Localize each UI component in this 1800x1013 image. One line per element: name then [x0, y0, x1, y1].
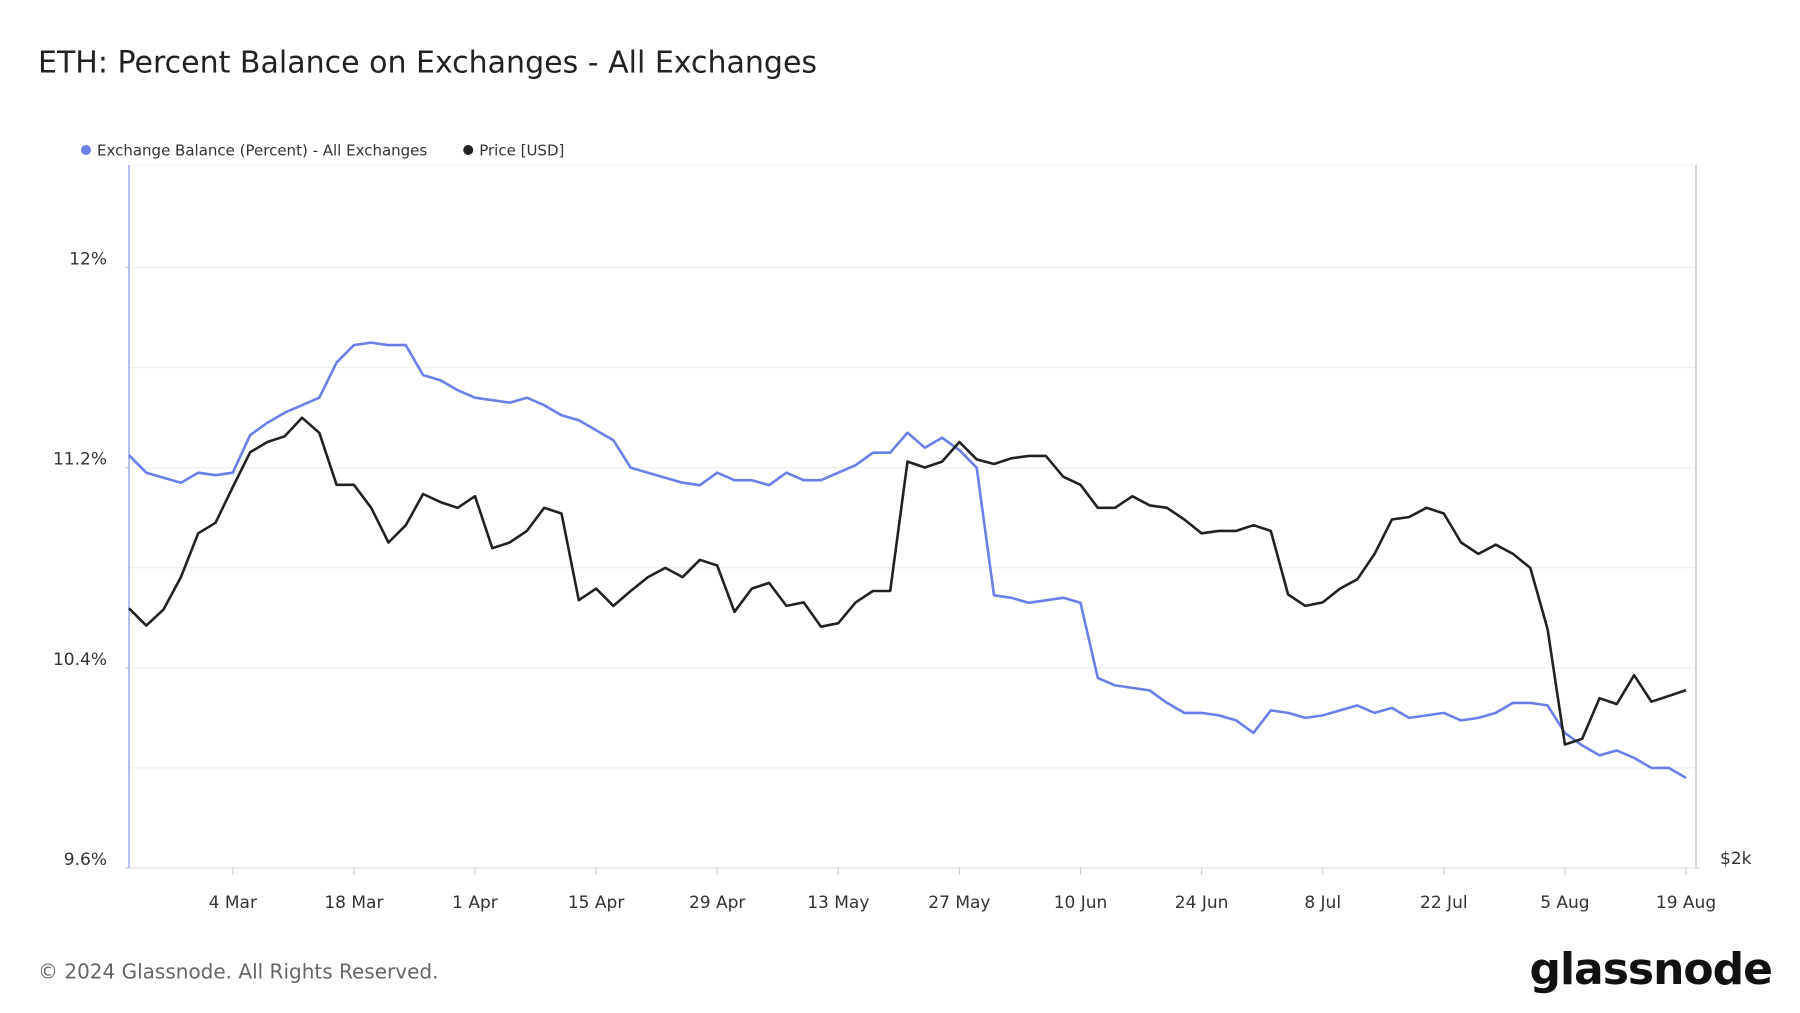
x-tick-label: 8 Jul [1304, 893, 1341, 913]
y2-tick-label: $2k [1720, 849, 1752, 869]
x-tick-label: 19 Aug [1656, 893, 1716, 913]
x-tick-label: 5 Aug [1540, 893, 1589, 913]
x-tick-label: 13 May [807, 893, 869, 913]
x-tick-label: 15 Apr [568, 893, 624, 913]
x-tick-label: 1 Apr [452, 893, 498, 913]
x-tick-label: 18 Mar [324, 893, 383, 913]
x-tick-label: 27 May [928, 893, 990, 913]
x-tick-label: 22 Jul [1420, 893, 1468, 913]
x-tick-label: 29 Apr [689, 893, 745, 913]
legend-marker [81, 145, 91, 155]
x-tick-label: 4 Mar [209, 893, 257, 913]
legend-marker [463, 145, 474, 155]
brand-logo: glassnode [1529, 944, 1772, 995]
y-tick-label: 12% [69, 250, 107, 270]
copyright: © 2024 Glassnode. All Rights Reserved. [38, 960, 438, 984]
y-tick-label: 9.6% [64, 850, 107, 870]
series-line [128, 416, 1687, 746]
legend-label: Price [USD] [479, 142, 564, 160]
y-tick-label: 10.4% [53, 650, 107, 670]
x-tick-label: 10 Jun [1054, 893, 1108, 913]
series-line [128, 341, 1687, 780]
chart-title: ETH: Percent Balance on Exchanges - All … [38, 46, 817, 81]
y-tick-label: 11.2% [53, 450, 107, 470]
x-tick-label: 24 Jun [1175, 893, 1229, 913]
legend-label: Exchange Balance (Percent) - All Exchang… [97, 142, 427, 160]
